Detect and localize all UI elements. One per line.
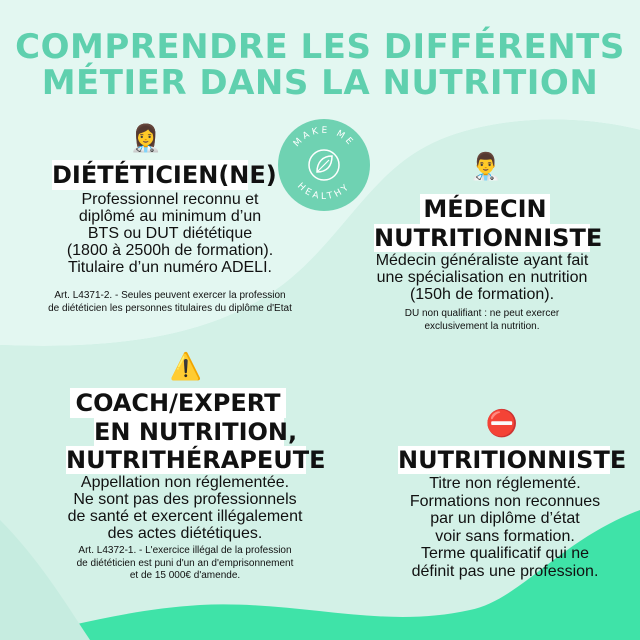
page-title-line2: MÉTIER DANS LA NUTRITION [41,63,599,103]
coach-line: Ne sont pas des professionnels [73,491,297,508]
doctor-woman-icon: 👩‍⚕️ [129,124,163,154]
nutritionniste-line: Titre non réglementé. [429,475,581,492]
note-line: de diététicien les personnes titulaires … [48,302,292,314]
note-line: et de 15 000€ d'amende. [129,570,241,581]
nutritionniste-line: Formations non reconnues [409,492,601,510]
medecin-line: une spécialisation en nutrition [376,269,588,286]
note-line: Art. L4372-1. - L'exercice illégal de la… [78,545,292,556]
coach-heading-line3: NUTRITHÉRAPEUTE [66,446,326,474]
dieteticien-line: Professionnel reconnu et [81,191,259,208]
dieteticien-line: Titulaire d’un numéro ADELI. [68,259,272,276]
dieteticien-line: BTS ou DUT diététique [87,225,253,242]
note-line: DU non qualifiant : ne peut exercer [404,308,560,319]
leaf-icon [308,149,340,181]
medecin-line: (150h de formation). [409,286,555,303]
nutritionniste-heading: NUTRITIONNISTE [398,446,627,474]
note-line: de diététicien est puni d'un an d'empris… [76,557,294,569]
coach-line: de santé et exercent illégalement [67,508,303,525]
medecin-heading-line1: MÉDECIN [420,194,550,224]
note-line: exclusivement la nutrition. [424,320,540,332]
medecin-note: DU non qualifiant : ne peut exercer excl… [370,308,594,333]
nutritionniste-line: définit pas une profession. [411,562,599,580]
nutritionniste-line: par un diplôme d’état [430,510,580,528]
medecin-line: Médecin généraliste ayant fait [375,252,589,269]
dieteticien-legal-note: Art. L4371-2. - Seules peuvent exercer l… [2,290,338,315]
dieteticien-line: diplômé au minimum d’un [78,208,262,225]
doctor-man-icon: 👨‍⚕️ [469,152,503,182]
dieteticien-heading: DIÉTÉTICIEN(NE) [52,160,277,190]
nutritionniste-description: Titre non réglementé. Formations non rec… [360,475,640,581]
coach-legal-note: Art. L4372-1. - L'exercice illégal de la… [30,545,340,583]
warning-icon: ⚠️ [169,352,203,382]
note-line: Art. L4371-2. - Seules peuvent exercer l… [54,290,286,301]
no-entry-icon: ⛔ [485,409,519,439]
nutritionniste-line: Terme qualificatif qui ne [420,545,590,563]
coach-heading-line2: EN NUTRITION, [94,418,298,446]
make-me-healthy-logo: MAKE ME HEALTHY [278,119,370,211]
dieteticien-description: Professionnel reconnu et diplômé au mini… [20,191,320,276]
coach-description: Appellation non réglementée. Ne sont pas… [30,474,340,542]
medecin-description: Médecin généraliste ayant fait une spéci… [330,252,634,303]
coach-line: Appellation non réglementée. [80,474,290,491]
nutritionniste-line: voir sans formation. [435,527,575,545]
coach-heading-line1: COACH/EXPERT [70,388,286,418]
coach-line: des actes diététiques. [107,525,263,542]
dieteticien-line: (1800 à 2500h de formation). [66,242,274,259]
medecin-heading-line2: NUTRITIONNISTE [374,224,603,252]
page-title-line1: COMPRENDRE LES DIFFÉRENTS [15,27,625,67]
